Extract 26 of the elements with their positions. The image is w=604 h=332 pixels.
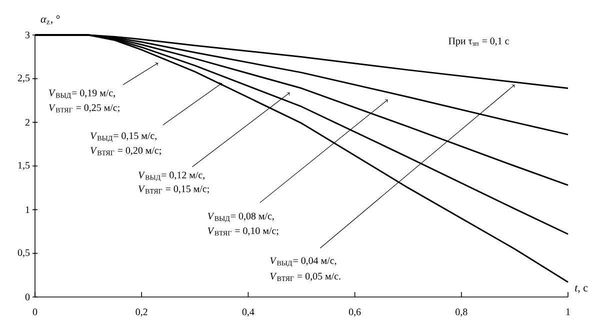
x-tick-label: 0,4 [242,308,254,317]
x-tick-label: 0,6 [348,308,361,317]
y-tick-label: 3 [25,32,30,38]
annotation: V$_{ВЫД}$= 0,15 м/с, [90,132,157,142]
x-axis-title: t, с [575,285,588,294]
y-tick-label: 2 [25,119,30,126]
x-tick-label: 0,2 [136,308,148,317]
x-tick-label: 0 [32,308,38,316]
y-tick-label: 0,5 [18,249,30,258]
annotation: V$_{ВТЯГ}$ = 0,15 м/с; [138,186,209,194]
annotation: V$_{ВТЯГ}$ = 0,05 м/с. [270,272,340,281]
y-tick-label: 1,5 [18,162,30,170]
annotation: При τ$_{зп}$ = 0,1 с [448,38,509,46]
y-tick-label: 1 [26,206,30,213]
x-tick-label: 0,8 [456,308,468,317]
annotation: V$_{ВЫД}$= 0,08 м/с, [208,212,274,222]
y-axis-title: α$_{z}$, ° [40,15,60,24]
annotation: V$_{ВТЯГ}$ = 0,10 м/с; [208,227,278,236]
x-tick-label: 1 [566,308,570,316]
y-tick-label: 0 [25,294,30,300]
annotation: V$_{ВЫД}$= 0,04 м/с, [270,257,336,267]
annotation: V$_{ВТЯГ}$ = 0,20 м/с; [90,147,161,156]
annotation: V$_{ВТЯГ}$ = 0,25 м/с; [49,104,120,112]
annotation: V$_{ВЫД}$= 0,19 м/с, [49,90,115,100]
y-tick-label: 2,5 [18,74,30,83]
annotation: V$_{ВЫД}$= 0,12 м/с, [138,172,204,182]
